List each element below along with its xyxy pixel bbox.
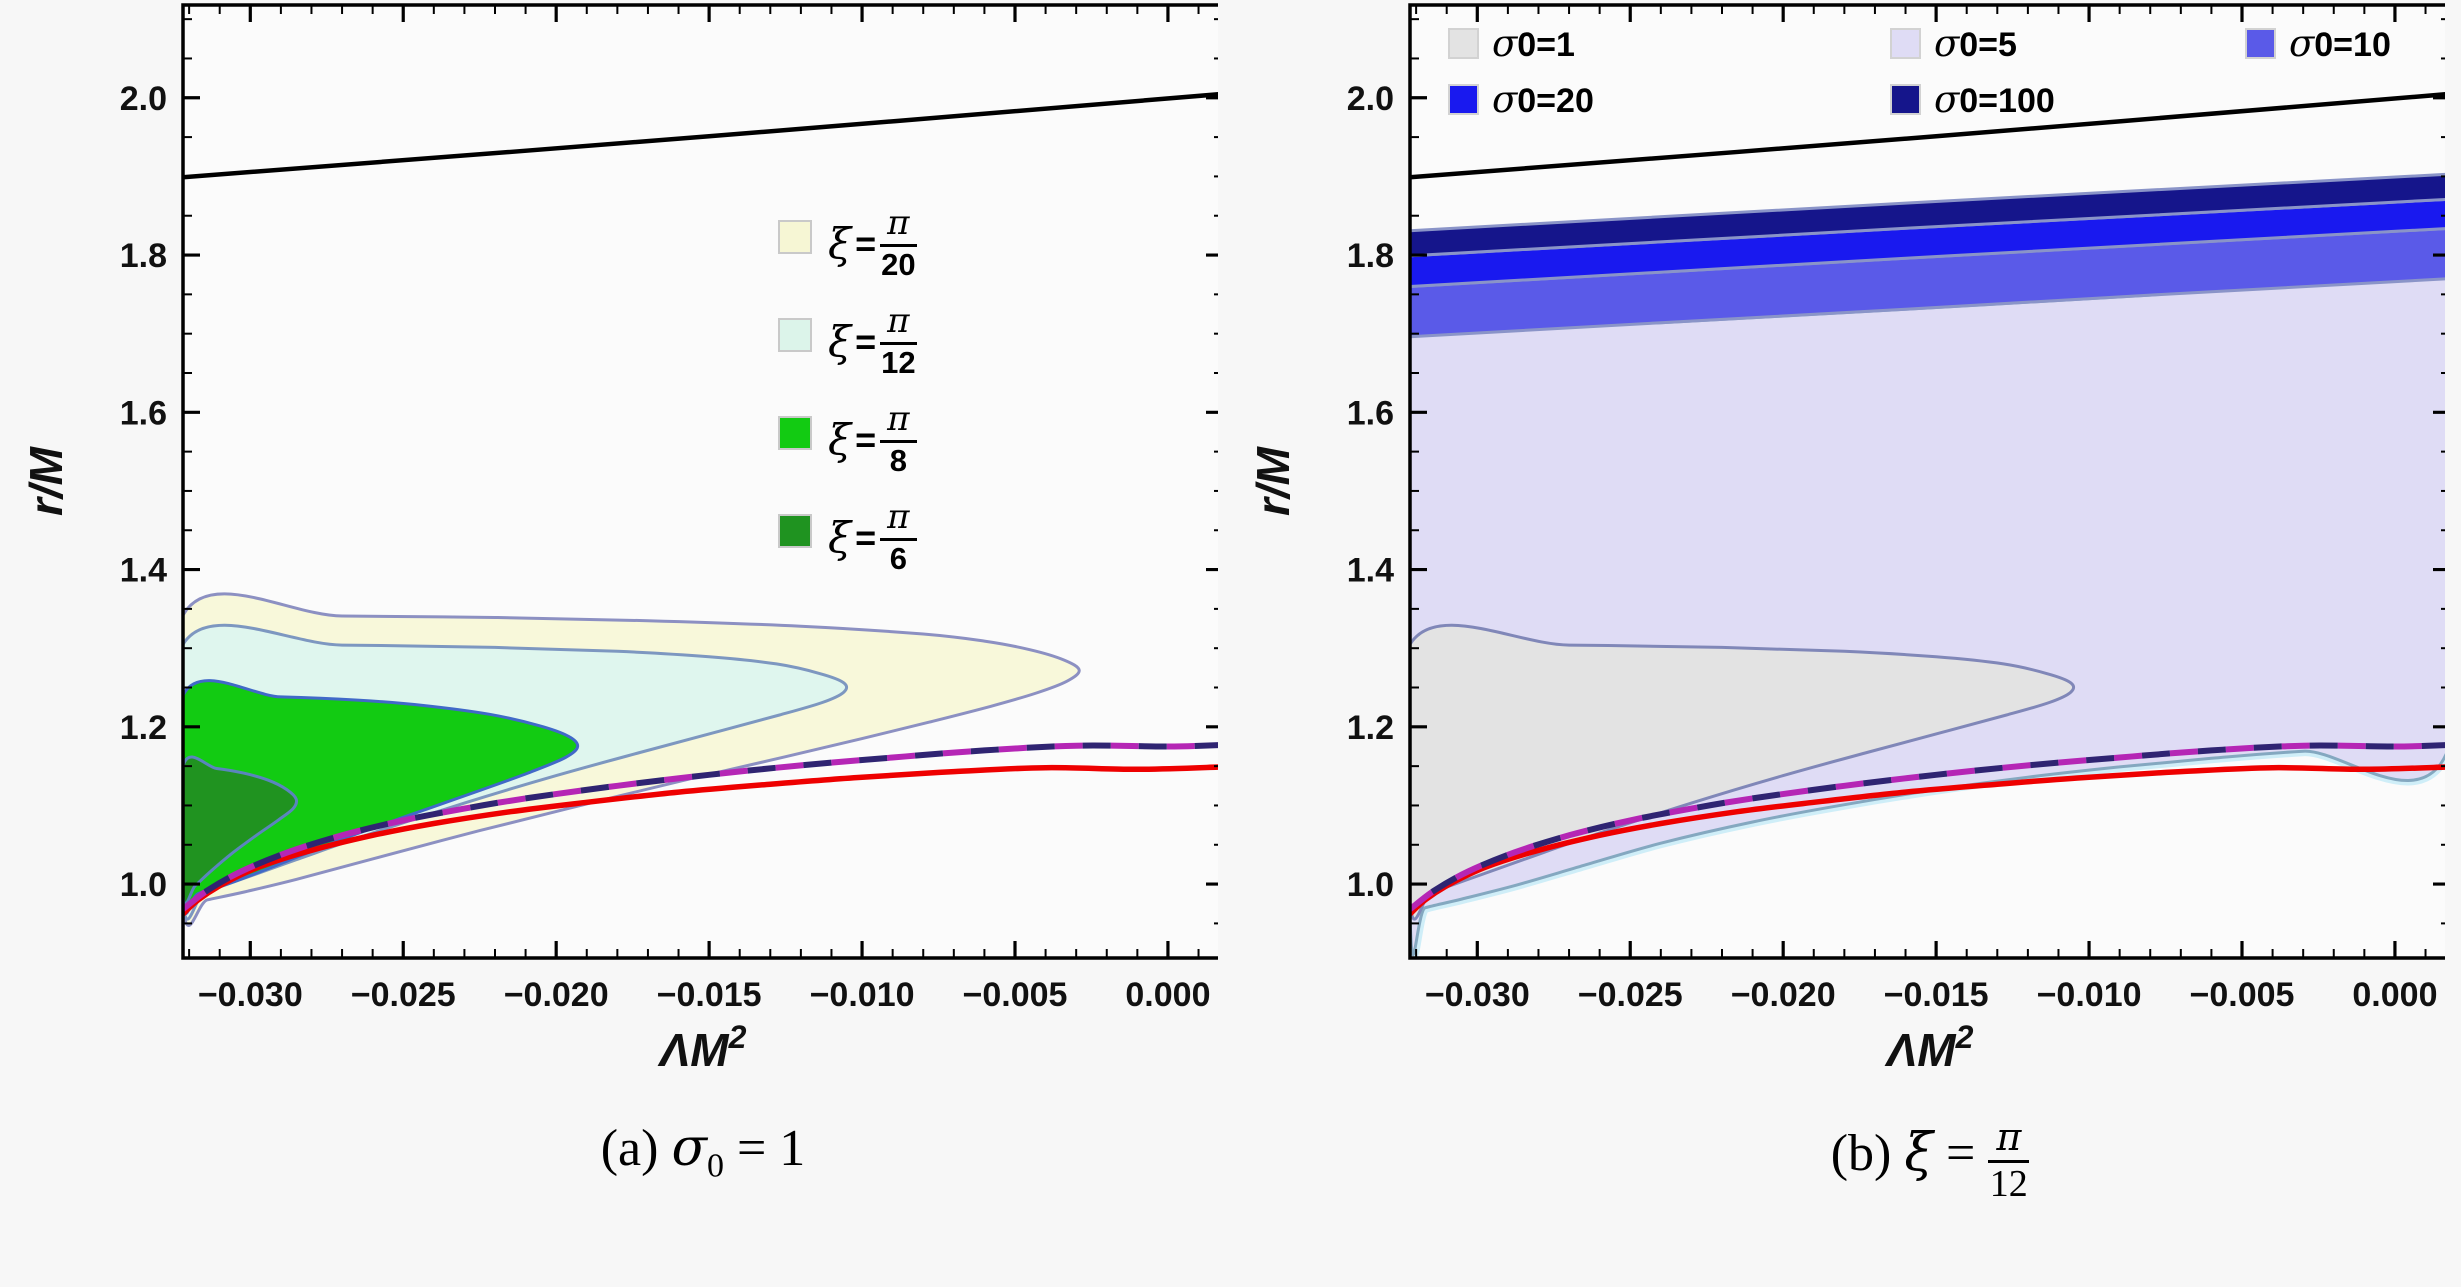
y-tick-label: 1.2: [120, 709, 167, 747]
legend-item-sigma0-10: σ0=10: [2245, 22, 2391, 65]
caption-b-equals: =: [1932, 1124, 1989, 1182]
legend-item-xi-6: ξ = π 6: [778, 499, 917, 575]
legend-label: σ0=1: [1492, 22, 1575, 65]
x-tick-label: −0.015: [1884, 976, 1989, 1014]
upper-black-line: [183, 91, 1223, 180]
y-tick-label: 1.6: [120, 394, 167, 432]
x-tick-label: 0.000: [2352, 976, 2437, 1014]
x-tick-label: −0.015: [657, 976, 762, 1014]
caption-b-fraction-numerator: π: [1988, 1117, 2030, 1163]
y-tick-label: 1.2: [1347, 709, 1394, 747]
y-axis-label: r/M: [20, 445, 72, 516]
x-tick-label: −0.030: [1425, 976, 1530, 1014]
caption-b-fraction-denominator: 12: [1989, 1162, 2028, 1205]
legend-item-xi-8: ξ = π 8: [778, 401, 917, 477]
y-tick-label: 1.8: [120, 237, 167, 275]
y-axis-label: r/M: [1247, 445, 1299, 516]
caption-a-subscript: 0: [706, 1147, 724, 1185]
legend-label: ξ = π 12: [828, 301, 917, 380]
caption-a-equals: =: [723, 1120, 780, 1177]
legend-xi: ξ = π 20 ξ = π 12 ξ = π 8 ξ = π 6: [778, 203, 917, 598]
x-tick-label: −0.020: [1731, 976, 1836, 1014]
y-tick-label: 1.0: [120, 866, 167, 904]
legend-swatch: [778, 416, 812, 450]
legend-label: σ0=20: [1492, 78, 1594, 121]
upper-black-line: [1410, 91, 2450, 180]
x-tick-label: −0.030: [198, 976, 303, 1014]
legend-label: σ0=5: [1934, 22, 2017, 65]
y-tick-label: 2.0: [120, 80, 167, 118]
legend-item-sigma0-100: σ0=100: [1890, 78, 2055, 121]
y-tick-label: 1.4: [1347, 552, 1394, 590]
legend-swatch: [778, 318, 812, 352]
caption-b: (b) ξ = π 12: [1410, 1117, 2450, 1205]
legend-swatch: [778, 514, 812, 548]
x-tick-label: −0.010: [810, 976, 915, 1014]
dashed-purple-line: [1410, 741, 2450, 912]
legend-item-xi-20: ξ = π 20: [778, 203, 917, 282]
legend-swatch: [1448, 84, 1479, 115]
legend-label: ξ = π 6: [828, 499, 917, 575]
x-tick-label: −0.010: [2037, 976, 2142, 1014]
x-tick-label: −0.025: [351, 976, 456, 1014]
legend-label: ξ = π 20: [828, 203, 917, 282]
x-axis-label: ΛM2: [1884, 1019, 1974, 1076]
caption-a-value: 1: [779, 1120, 806, 1177]
legend-item-sigma0-5: σ0=5: [1890, 22, 2017, 65]
x-tick-label: −0.005: [2190, 976, 2295, 1014]
x-tick-label: −0.020: [504, 976, 609, 1014]
dashed-purple-line-alt: [1410, 741, 2450, 912]
y-tick-label: 1.0: [1347, 866, 1394, 904]
y-tick-label: 1.8: [1347, 237, 1394, 275]
caption-b-fraction: π 12: [1988, 1117, 2030, 1205]
region-sigma0-1: [1410, 623, 2076, 921]
dashed-purple-line-alt: [183, 741, 1223, 912]
legend-item-xi-12: ξ = π 12: [778, 301, 917, 380]
caption-a-tag: (a): [600, 1120, 672, 1177]
lower-red-line: [1410, 764, 2450, 916]
legend-label: σ0=10: [2289, 22, 2391, 65]
x-tick-label: −0.025: [1578, 976, 1683, 1014]
y-tick-label: 1.6: [1347, 394, 1394, 432]
plot-b: −0.030 −0.025 −0.020 −0.015 −0.010 −0.005 0.00…: [1247, 3, 2452, 1076]
legend-swatch: [1448, 28, 1479, 59]
legend-swatch: [778, 220, 812, 254]
region-xi-pi-6: [183, 755, 299, 906]
caption-b-tag: (b): [1830, 1124, 1905, 1182]
region-sigma0-100: [1410, 172, 2450, 258]
y-tick-label: 2.0: [1347, 80, 1394, 118]
plot-a: −0.030 −0.025 −0.020 −0.015 −0.010 −0.005 0.00…: [20, 3, 1225, 1076]
panel-b: −0.030 −0.025 −0.020 −0.015 −0.010 −0.005 0.00…: [1245, 0, 2452, 1204]
legend-swatch: [2245, 28, 2276, 59]
x-axis-label: ΛM2: [657, 1019, 747, 1076]
caption-a-symbol: σ: [671, 1118, 707, 1178]
caption-a: (a) σ0 = 1: [183, 1118, 1223, 1185]
caption-b-symbol: ξ: [1904, 1122, 1933, 1183]
legend-swatch: [1890, 84, 1921, 115]
x-tick-label: 0.000: [1125, 976, 1210, 1014]
legend-swatch: [1890, 28, 1921, 59]
panel-a: −0.030 −0.025 −0.020 −0.015 −0.010 −0.005 0.00…: [18, 0, 1225, 1184]
dashed-purple-line: [183, 741, 1223, 912]
legend-item-sigma0-20: σ0=20: [1448, 78, 1594, 121]
legend-label: σ0=100: [1934, 78, 2055, 121]
x-tick-label: −0.005: [963, 976, 1068, 1014]
legend-label: ξ = π 8: [828, 401, 917, 477]
y-tick-label: 1.4: [120, 552, 167, 590]
lower-red-line: [183, 764, 1223, 916]
legend-item-sigma0-1: σ0=1: [1448, 22, 1575, 65]
